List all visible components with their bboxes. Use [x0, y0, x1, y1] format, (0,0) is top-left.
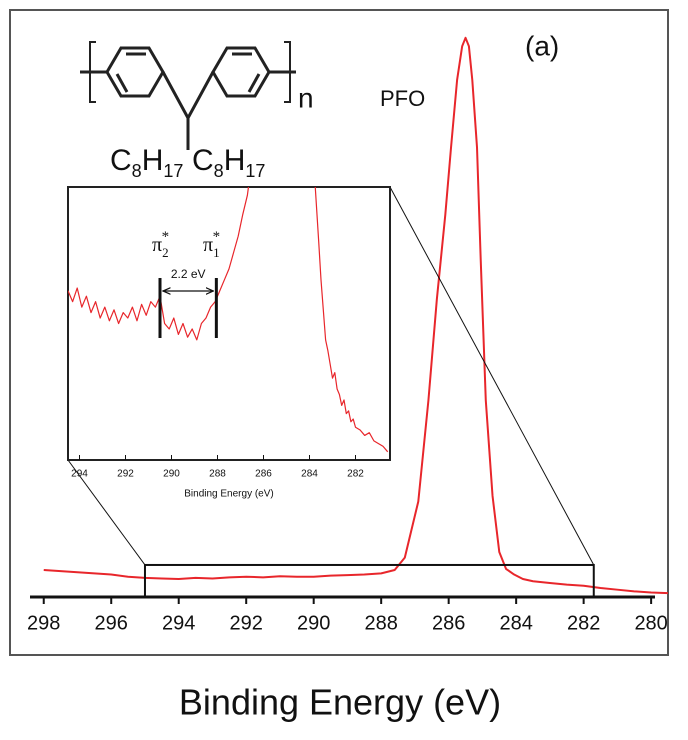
spectrum-line: [43, 36, 669, 595]
x-tick-label: 292: [230, 612, 263, 634]
x-axis-label: Binding Energy (eV): [179, 682, 501, 723]
repeat-unit-label: n: [298, 82, 314, 113]
x-tick-label: 296: [95, 612, 128, 634]
x-tick-label: 280: [634, 612, 667, 634]
zoom-connector: [67, 459, 146, 566]
gap-label: 2.2 eV: [171, 267, 206, 281]
pi1-label: π1*: [203, 229, 220, 260]
zoom-connector: [389, 186, 595, 566]
polymer-label: PFO: [380, 86, 425, 111]
molecule-structure: [80, 41, 296, 150]
x-tick-label: 290: [297, 612, 330, 634]
x-tick-label: 286: [432, 612, 465, 634]
substituent-right: C8H17: [192, 144, 265, 181]
x-tick-label: 284: [499, 612, 532, 634]
inset-x-tick-label: 288: [209, 469, 226, 480]
inset-x-tick-label: 292: [117, 469, 134, 480]
pi2-label: π2*: [152, 229, 169, 260]
x-tick-label: 282: [567, 612, 600, 634]
inset-x-tick-label: 284: [301, 469, 318, 480]
x-tick-label: 294: [162, 612, 195, 634]
inset-x-tick-label: 294: [71, 469, 88, 480]
x-tick-label: 298: [27, 612, 60, 634]
plot-frame: [9, 9, 669, 656]
x-tick-label: 288: [364, 612, 397, 634]
inset-x-tick-label: 290: [163, 469, 180, 480]
inset-x-tick-label: 282: [347, 469, 364, 480]
substituent-left: C8H17: [110, 144, 183, 181]
inset-plot: [68, 187, 389, 453]
zoom-box: [143, 563, 595, 599]
inset-x-axis-label: Binding Energy (eV): [184, 489, 274, 500]
inset-spectrum-line: [68, 187, 389, 453]
inset-frame: [67, 186, 391, 461]
panel-label: (a): [525, 30, 559, 61]
inset-x-tick-label: 286: [255, 469, 272, 480]
